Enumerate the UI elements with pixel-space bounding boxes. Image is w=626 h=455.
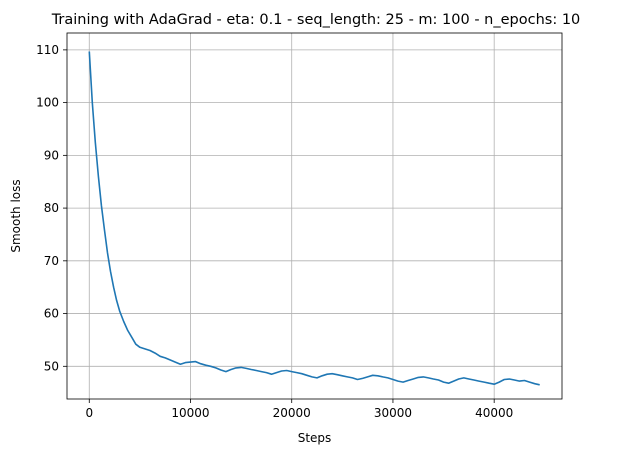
- y-tick-label: 60: [44, 307, 59, 321]
- y-tick-label: 50: [44, 359, 59, 373]
- x-tick-label: 30000: [374, 406, 412, 420]
- x-tick-label: 40000: [475, 406, 513, 420]
- y-tick-label: 90: [44, 148, 59, 162]
- chart-title: Training with AdaGrad - eta: 0.1 - seq_l…: [51, 12, 581, 28]
- plot-area-frame: [66, 32, 563, 400]
- y-tick-label: 110: [36, 43, 59, 57]
- y-tick-label: 70: [44, 254, 59, 268]
- tick-layer: 0 10000 20000 30000 40000 50 60 70 80 90 100 110: [36, 43, 513, 420]
- x-axis-label: Steps: [298, 431, 332, 445]
- x-tick-label: 20000: [273, 406, 311, 420]
- series-layer: [88, 51, 540, 386]
- loss-series-line: [88, 51, 540, 386]
- y-tick-label: 100: [36, 96, 59, 110]
- x-tick-label: 10000: [171, 406, 209, 420]
- y-axis-label: Smooth loss: [9, 179, 23, 252]
- y-tick-label: 80: [44, 201, 59, 215]
- x-tick-label: 0: [85, 406, 93, 420]
- grid-layer: [67, 33, 562, 399]
